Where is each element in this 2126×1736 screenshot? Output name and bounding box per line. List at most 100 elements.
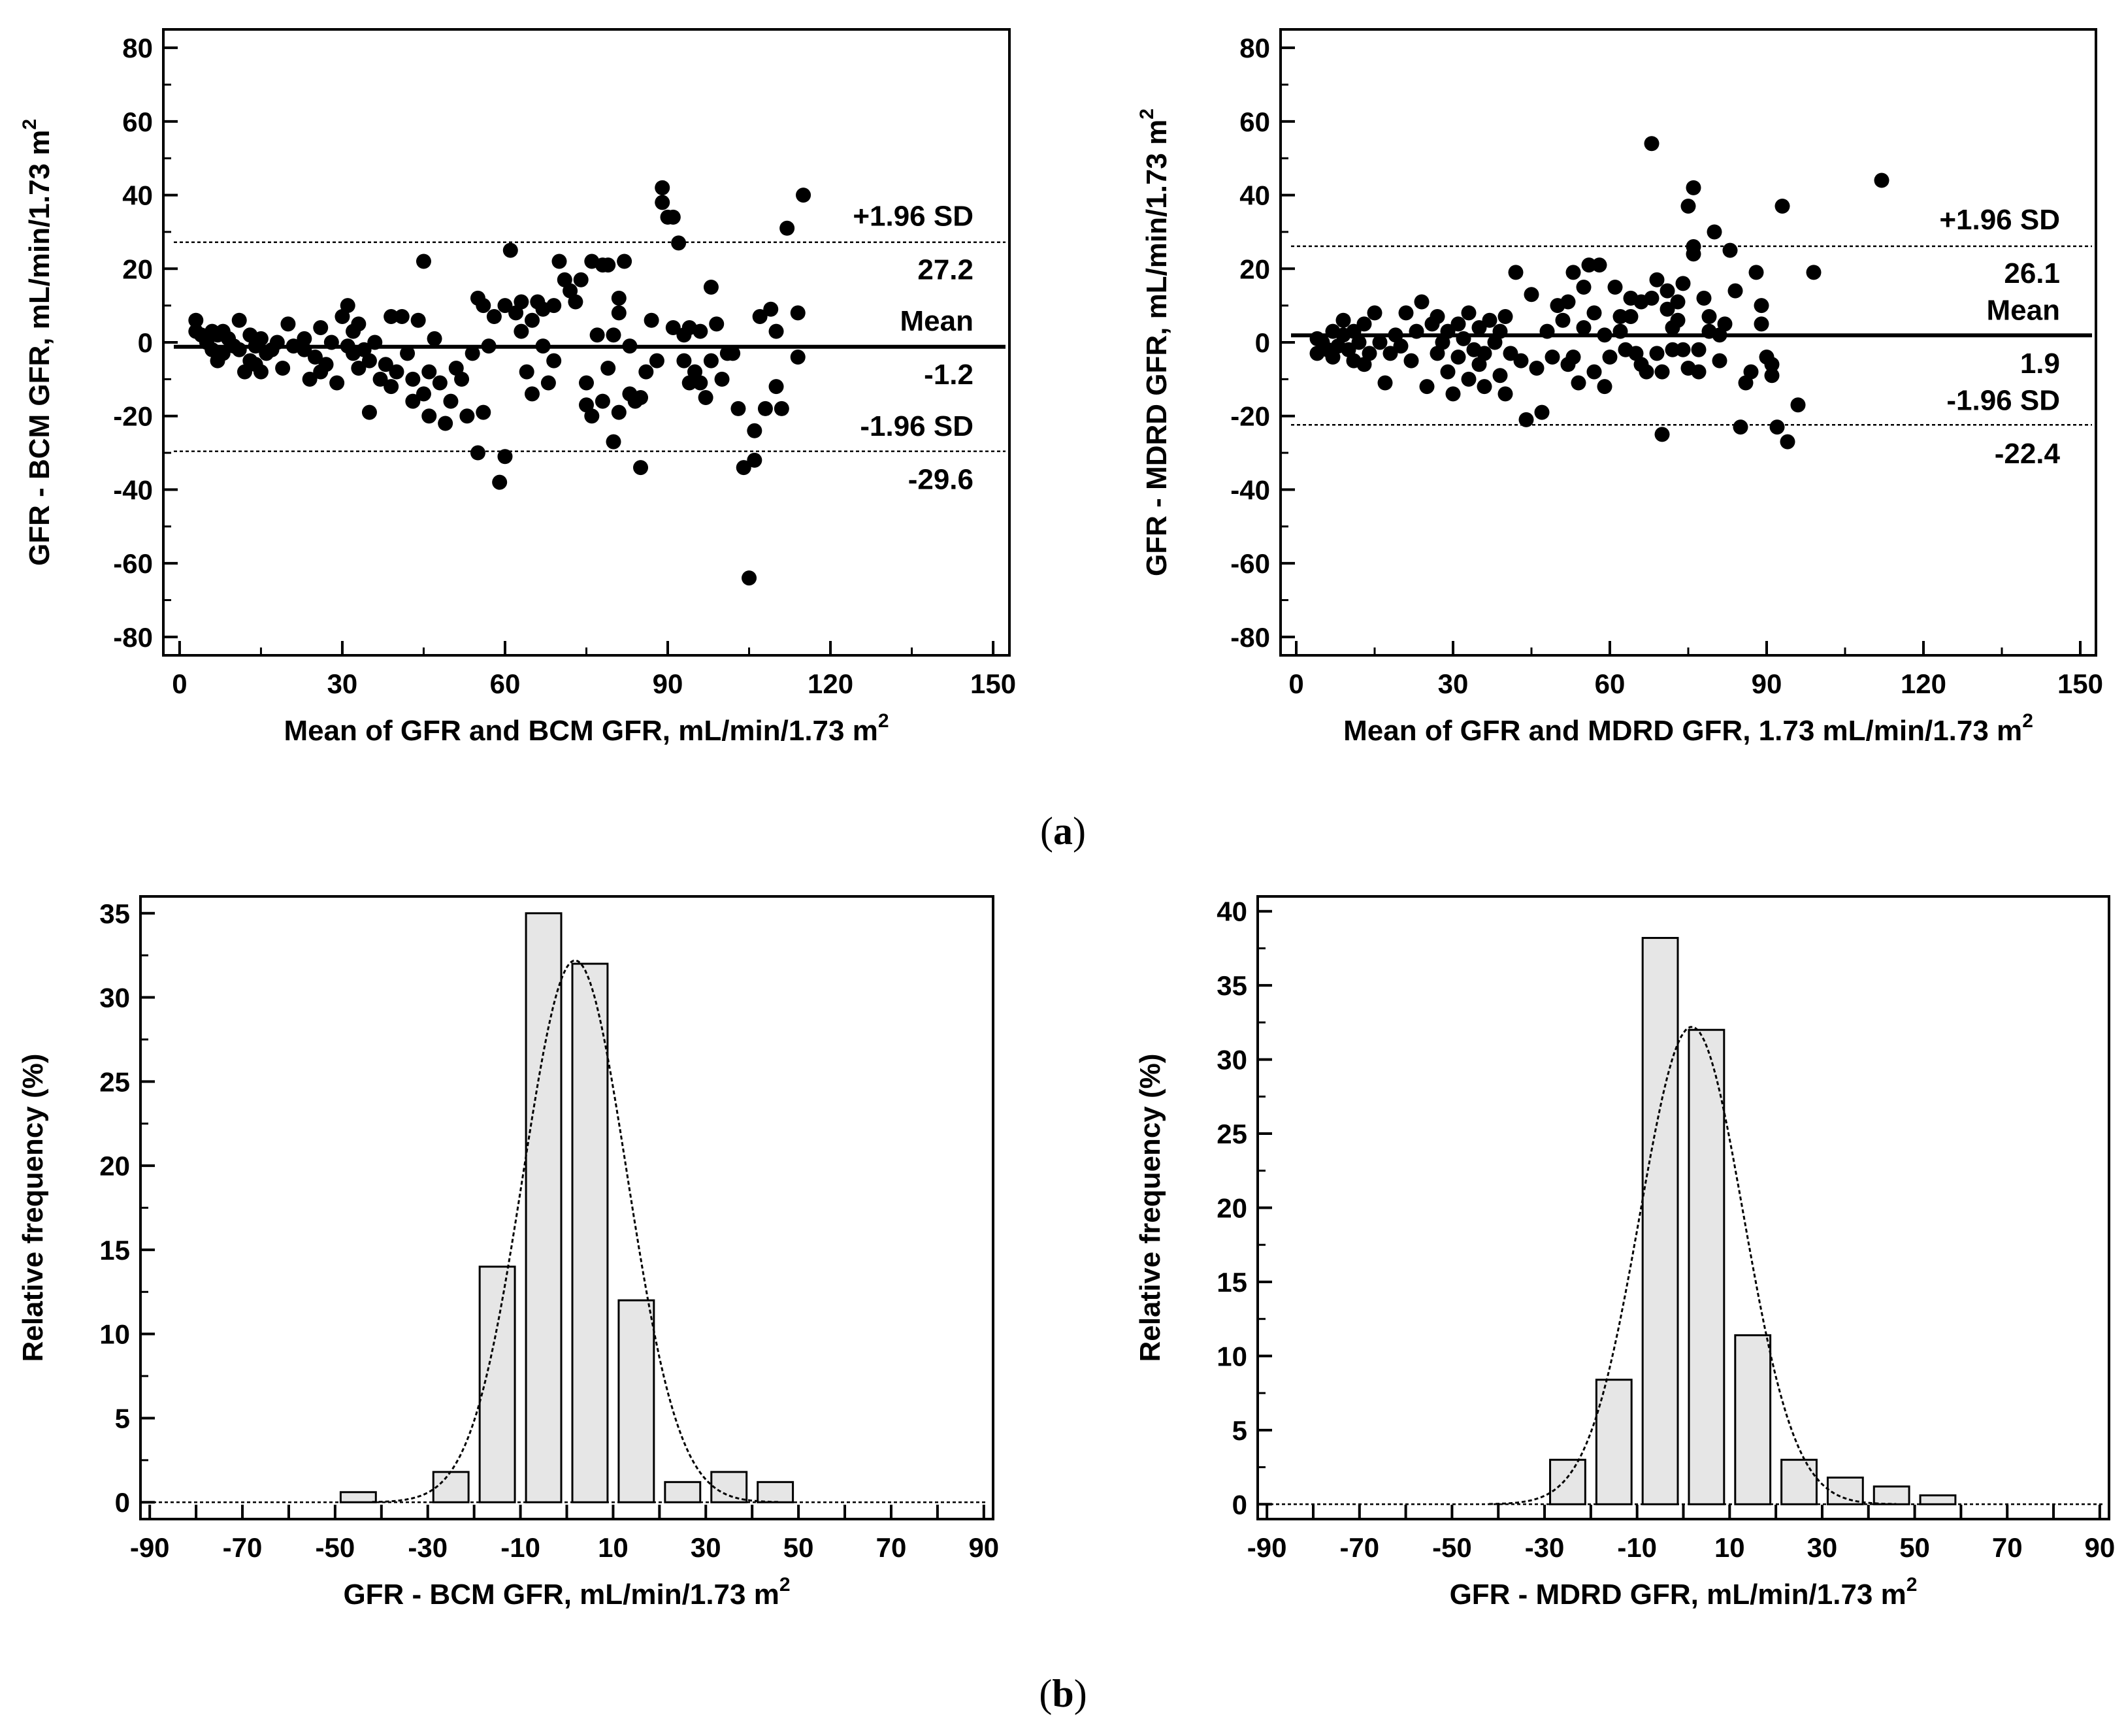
x-tick-label: 120 (808, 668, 853, 699)
data-point (1607, 279, 1623, 295)
data-point (1461, 305, 1477, 321)
histogram-bar (617, 1299, 655, 1503)
data-point (1586, 364, 1602, 380)
data-point (1482, 312, 1497, 328)
data-point (1382, 346, 1398, 361)
data-point (633, 460, 649, 476)
x-tick-label: 0 (1288, 668, 1303, 699)
data-point (1707, 224, 1722, 240)
data-point (703, 279, 719, 295)
data-point (384, 379, 399, 395)
data-point (432, 375, 448, 391)
x-axis-label-text: Mean of GFR and BCM GFR, mL/min/1.73 m (284, 715, 877, 747)
y-axis-label: GFR - BCM GFR, mL/min/1.73 m2 (19, 119, 56, 566)
histogram-bar (339, 1491, 377, 1503)
data-point (1377, 375, 1393, 391)
data-point (275, 360, 291, 376)
data-point (1754, 316, 1769, 332)
histogram-bar (525, 912, 563, 1503)
data-point (676, 353, 692, 368)
data-point (215, 346, 231, 361)
data-point (1565, 265, 1581, 280)
data-point (1806, 265, 1822, 280)
data-point (779, 220, 795, 236)
data-point (655, 195, 670, 210)
histogram-bar (432, 1471, 470, 1503)
data-point (638, 364, 654, 380)
data-point (1477, 379, 1492, 395)
data-point (1576, 319, 1592, 335)
x-tick-label: 60 (490, 668, 521, 699)
data-point (1874, 172, 1889, 188)
normal-fit-curve (372, 959, 780, 1503)
data-point (1649, 346, 1665, 361)
y-tick-label: 80 (122, 33, 153, 63)
data-point (1612, 323, 1628, 339)
data-point (742, 570, 757, 586)
data-point (188, 312, 204, 328)
x-tick-label: 90 (968, 1532, 999, 1563)
x-axis-label-text: GFR - BCM GFR, mL/min/1.73 m (343, 1579, 779, 1611)
data-point (253, 331, 269, 346)
data-point (1450, 350, 1466, 365)
data-point (231, 342, 247, 357)
data-point (476, 404, 491, 420)
data-point (1529, 360, 1545, 376)
y-tick-label: 10 (1217, 1341, 1247, 1371)
x-axis-label: Mean of GFR and BCM GFR, mL/min/1.73 m2 (284, 710, 889, 747)
y-tick-label: -60 (1230, 548, 1270, 579)
data-point (280, 316, 296, 332)
y-axis-label: Relative frequency (%) (17, 1054, 49, 1362)
data-point (231, 312, 247, 328)
reference-annotation: Mean (1987, 294, 2060, 326)
x-tick-label: 10 (1714, 1532, 1745, 1563)
data-point (1597, 379, 1612, 395)
data-point (1409, 323, 1424, 339)
x-tick-label: 30 (1807, 1532, 1838, 1563)
x-tick-label: -50 (316, 1532, 355, 1563)
x-tick-label: -70 (223, 1532, 263, 1563)
y-tick-label: 0 (138, 327, 153, 358)
data-point (1701, 309, 1717, 325)
bland-altman-mdrd-chart: -80 -60 -40 -20 0 20 40 60 80 0 30 60 90 120 150 Mean o… (1136, 28, 2103, 747)
y-tick-label: 0 (1255, 327, 1270, 358)
data-point (1398, 305, 1414, 321)
data-point (1450, 316, 1466, 332)
data-point (1492, 368, 1508, 384)
data-point (546, 298, 562, 314)
data-point (633, 390, 649, 406)
data-point (1686, 180, 1701, 195)
data-point (595, 393, 610, 409)
data-point (1576, 279, 1592, 295)
reference-annotation: -22.4 (1995, 438, 2061, 470)
data-point (492, 474, 508, 490)
data-point (693, 375, 708, 391)
y-tick-label: 5 (1232, 1415, 1247, 1446)
x-tick-label: 30 (327, 668, 358, 699)
data-point (514, 323, 529, 339)
data-point (600, 360, 616, 376)
data-point (318, 357, 334, 372)
panel-label-a-letter: a (1053, 810, 1073, 853)
y-tick-label: 15 (99, 1235, 130, 1266)
y-axis-label: GFR - MDRD GFR, mL/min/1.73 m2 (1136, 108, 1173, 576)
data-point (611, 290, 627, 306)
histogram-bar (1919, 1494, 1957, 1505)
x-axis-label-superscript: 2 (1906, 1574, 1918, 1596)
data-point (297, 331, 312, 346)
data-point (1769, 419, 1785, 435)
data-point (400, 346, 416, 361)
y-tick-label: -80 (1230, 622, 1270, 653)
data-point (378, 357, 393, 372)
data-point (329, 375, 345, 391)
data-point (1393, 338, 1409, 354)
data-point (747, 423, 762, 438)
y-tick-label: 20 (122, 254, 153, 284)
data-point (524, 386, 540, 402)
data-point (470, 445, 485, 461)
data-point (323, 335, 339, 350)
y-axis-label-superscript: 2 (1136, 108, 1158, 120)
data-point (693, 323, 708, 339)
y-tick-label: 40 (122, 180, 153, 211)
